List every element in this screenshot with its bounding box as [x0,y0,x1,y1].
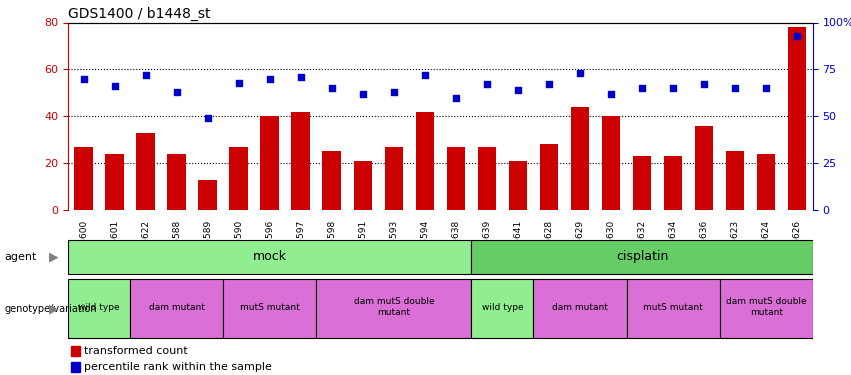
Bar [68,240,471,274]
Point [263,76,277,82]
Bar [223,279,317,338]
Bar [198,180,217,210]
Text: dam mutant: dam mutant [149,303,204,312]
Point [418,72,431,78]
Bar [471,279,534,338]
Text: mock: mock [253,250,287,262]
Point [139,72,152,78]
Bar [447,147,465,210]
Bar [540,144,558,210]
Bar [291,112,310,210]
Bar [757,154,775,210]
Text: cisplatin: cisplatin [616,250,668,262]
Point [635,85,648,91]
Point [759,85,773,91]
Point [108,83,122,89]
Point [294,74,307,80]
Bar [720,279,813,338]
Bar [323,152,341,210]
Bar [694,126,713,210]
Bar [71,362,80,372]
Point [449,94,463,100]
Bar [353,161,372,210]
Point [325,85,339,91]
Point [666,85,680,91]
Point [480,81,494,87]
Bar [230,147,248,210]
Text: GDS1400 / b1448_st: GDS1400 / b1448_st [68,8,210,21]
Text: agent: agent [4,252,37,262]
Bar [471,240,813,274]
Bar [130,279,223,338]
Text: dam mutS double
mutant: dam mutS double mutant [726,297,807,317]
Bar [385,147,403,210]
Point [791,33,804,39]
Bar [509,161,528,210]
Point [356,91,369,97]
Bar [168,154,186,210]
Point [387,89,401,95]
Text: dam mutS double
mutant: dam mutS double mutant [353,297,434,317]
Text: mutS mutant: mutS mutant [643,303,703,312]
Text: percentile rank within the sample: percentile rank within the sample [84,362,272,372]
Bar [74,147,93,210]
Text: ▶: ▶ [49,303,59,316]
Bar [602,116,620,210]
Bar [477,147,496,210]
Bar [534,279,626,338]
Bar [633,156,651,210]
Point [604,91,618,97]
Bar [626,279,720,338]
Point [201,115,214,121]
Bar [664,156,683,210]
Point [232,80,246,86]
Text: transformed count: transformed count [84,346,188,356]
Bar [726,152,745,210]
Point [77,76,90,82]
Bar [71,346,80,356]
Text: dam mutant: dam mutant [552,303,608,312]
Text: mutS mutant: mutS mutant [240,303,300,312]
Bar [788,27,807,210]
Point [511,87,525,93]
Bar [571,107,589,210]
Bar [68,279,130,338]
Text: wild type: wild type [482,303,523,312]
Text: ▶: ▶ [49,251,59,263]
Point [574,70,587,76]
Point [697,81,711,87]
Text: wild type: wild type [78,303,120,312]
Bar [415,112,434,210]
Text: genotype/variation: genotype/variation [4,304,97,314]
Point [542,81,556,87]
Point [728,85,742,91]
Bar [136,133,155,210]
Bar [317,279,471,338]
Bar [106,154,124,210]
Point [170,89,184,95]
Bar [260,116,279,210]
